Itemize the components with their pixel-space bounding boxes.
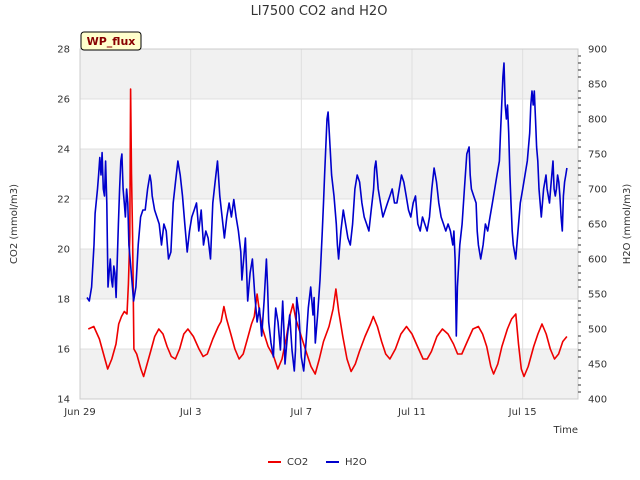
background-band [80, 49, 578, 99]
y-left-tick-label: 14 [57, 395, 70, 406]
site-badge-box [80, 31, 142, 51]
background-band [80, 349, 578, 399]
y-right-tick-label: 650 [588, 220, 607, 231]
y-left-tick-label: 16 [57, 345, 70, 356]
y-left-tick-label: 28 [57, 45, 70, 56]
x-tick-label: Jul 7 [290, 407, 313, 418]
x-tick-label: Jun 29 [63, 407, 96, 418]
y-right-tick-label: 750 [588, 150, 607, 161]
y-axis-right-title: H2O (mmol/m3) [622, 184, 633, 265]
y-right-tick-label: 800 [588, 115, 607, 126]
series-layer [86, 62, 568, 378]
x-tick-label: Jul 3 [179, 407, 202, 418]
site-badge-label: WP_flux [87, 35, 136, 48]
y-right-tick-label: 450 [588, 360, 607, 371]
x-axis-title: Time [553, 425, 578, 436]
y-right-tick-label: 900 [588, 45, 607, 56]
y-left-tick-label: 18 [57, 295, 70, 306]
x-axis-ticks: Jun 29 Jul 3 Jul 7 Jul 11 Jul 15 [63, 407, 536, 418]
y-axis-right-ticks: 400 450 500 550 600 650 700 750 800 850 900 [578, 45, 607, 406]
x-tick-label: Jul 15 [508, 407, 537, 418]
x-tick-label: Jul 11 [397, 407, 426, 418]
background-band [80, 249, 578, 299]
legend: CO2 H2O [268, 457, 367, 468]
y-left-tick-label: 26 [57, 95, 70, 106]
series-line-h2o [86, 62, 568, 372]
y-left-tick-label: 24 [57, 145, 70, 156]
y-right-tick-label: 550 [588, 290, 607, 301]
y-right-tick-label: 400 [588, 395, 607, 406]
legend-h2o-label: H2O [345, 457, 367, 468]
series-line-co2 [87, 88, 568, 378]
legend-co2-label: CO2 [287, 457, 308, 468]
y-axis-left-title: CO2 (mmol/m3) [9, 184, 20, 264]
y-right-tick-label: 500 [588, 325, 607, 336]
y-right-tick-label: 850 [588, 80, 607, 91]
chart-title: LI7500 CO2 and H2O [251, 4, 388, 19]
site-badge: WP_flux [80, 31, 142, 51]
grid-lines [79, 48, 578, 400]
y-right-tick-label: 700 [588, 185, 607, 196]
plot-frame [79, 48, 579, 400]
y-axis-left-ticks: 14 16 18 20 22 24 26 28 [57, 45, 70, 406]
y-right-tick-label: 600 [588, 255, 607, 266]
y-left-tick-label: 20 [57, 245, 70, 256]
background-bands [80, 49, 578, 399]
y-left-tick-label: 22 [57, 195, 70, 206]
background-band [80, 149, 578, 199]
